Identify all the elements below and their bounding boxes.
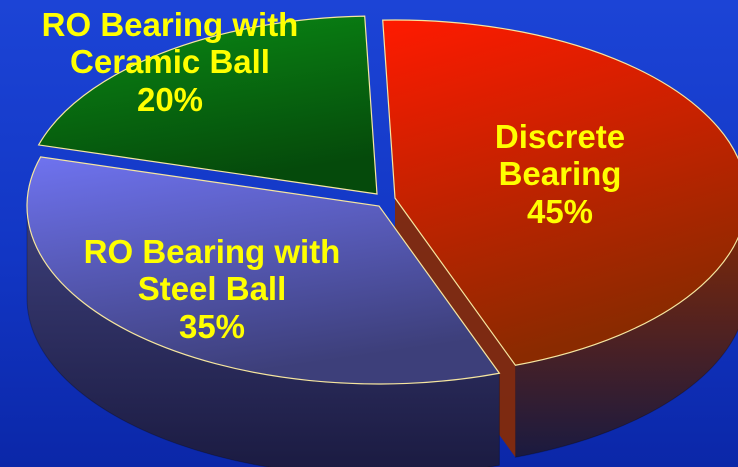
slice-percent: 20% (136, 80, 204, 118)
slice-label-line: Discrete (494, 118, 626, 155)
pie-slice (382, 19, 738, 366)
slice-percent: 35% (178, 307, 246, 345)
slice-label-line: RO Bearing with (41, 6, 299, 43)
slice-label-line: Bearing (498, 155, 622, 193)
slice-label-line: Ceramic Ball (70, 43, 270, 81)
pie-slice (37, 15, 378, 195)
slice-label-steel-ball: RO Bearing with Steel Ball 35% (84, 233, 341, 345)
slice-label-discrete-bearing: Discrete Bearing 45% (495, 118, 625, 230)
pie-slice (26, 156, 501, 385)
slice-percent: 45% (526, 192, 594, 230)
slice-label-ceramic-ball: RO Bearing with Ceramic Ball 20% (42, 6, 299, 118)
slice-label-line: RO Bearing with (83, 233, 341, 270)
slice-label-line: Steel Ball (137, 270, 287, 308)
